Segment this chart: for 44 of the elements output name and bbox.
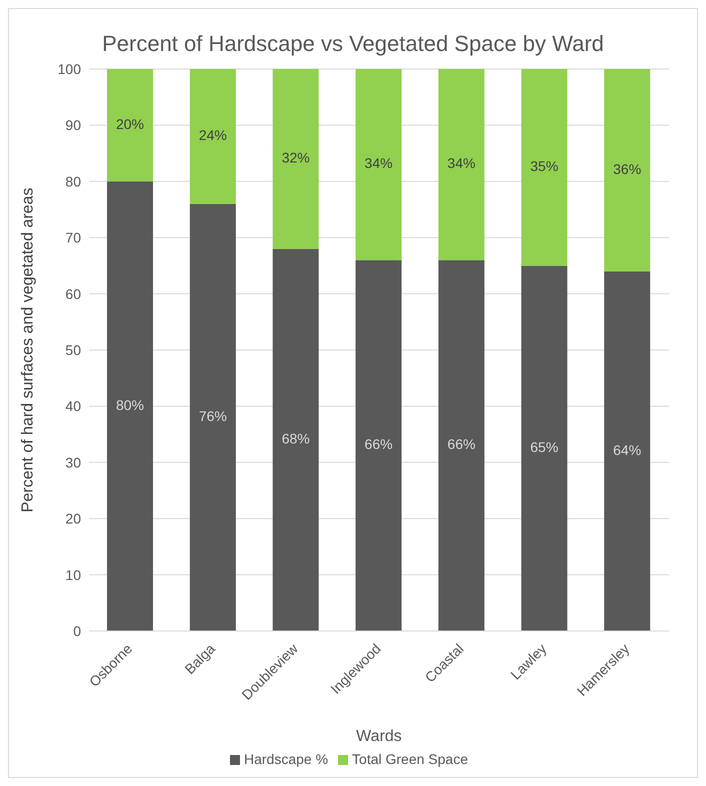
data-label: 24%	[198, 127, 227, 144]
data-label: 65%	[530, 439, 558, 456]
y-tick-label: 90	[65, 117, 82, 134]
x-axis-title: Wards	[356, 728, 402, 745]
data-label: 80%	[116, 396, 144, 413]
chart-title: Percent of Hardscape vs Vegetated Space by Ward	[101, 30, 605, 57]
data-label: 32%	[282, 150, 310, 166]
data-label: 34%	[447, 155, 476, 172]
bar	[438, 260, 484, 631]
data-label: 76%	[198, 408, 227, 424]
data-label: 20%	[116, 116, 144, 132]
data-label: 36%	[613, 160, 642, 177]
legend-label: Total Green Space	[352, 751, 468, 767]
bar	[521, 69, 568, 266]
data-label: 66%	[447, 436, 476, 452]
legend-label: Hardscape %	[244, 751, 328, 767]
bar	[107, 181, 153, 631]
bar	[190, 204, 236, 631]
data-label: 68%	[282, 430, 310, 447]
bar	[604, 271, 650, 631]
data-label: 35%	[530, 158, 558, 174]
y-tick-label: 10	[65, 566, 82, 583]
bar	[190, 69, 236, 204]
data-label: 66%	[364, 436, 393, 452]
y-tick-label: 80	[65, 173, 82, 190]
bar	[272, 248, 319, 631]
bar	[356, 260, 402, 631]
y-tick-label: 100	[58, 60, 82, 77]
y-tick-label: 0	[73, 622, 82, 639]
y-tick-label: 60	[65, 286, 82, 302]
bar	[521, 266, 568, 631]
bar	[356, 69, 402, 260]
y-tick-label: 70	[65, 230, 82, 246]
bar	[107, 69, 153, 182]
y-tick-label: 30	[65, 454, 82, 470]
data-label: 64%	[613, 442, 642, 458]
data-label: 34%	[364, 155, 393, 172]
y-tick-label: 40	[65, 398, 82, 414]
y-tick-label: 20	[65, 510, 82, 527]
y-axis-title: Percent of hard surfaces and vegetated areas	[20, 188, 37, 512]
bar	[438, 69, 484, 260]
y-tick-label: 50	[65, 342, 82, 358]
bar	[604, 69, 650, 272]
bar	[272, 69, 319, 249]
